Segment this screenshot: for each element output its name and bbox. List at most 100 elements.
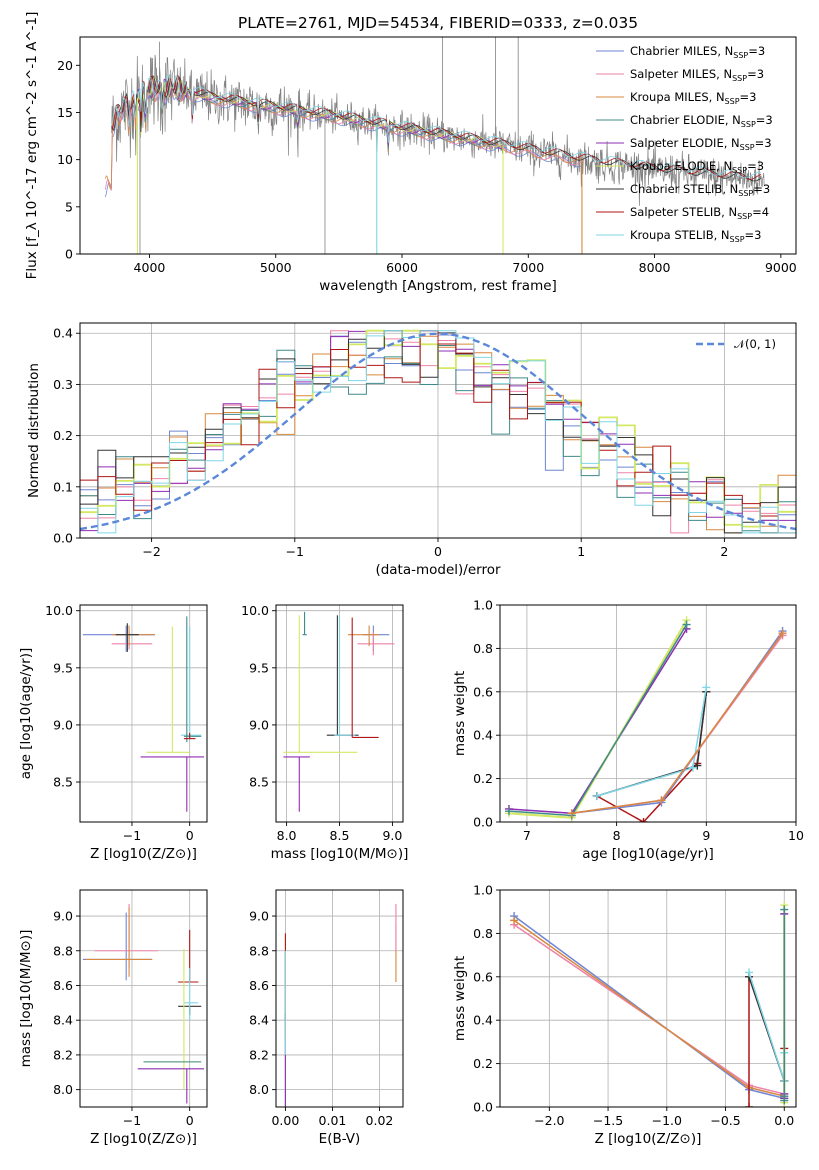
model-spectrum-line [111,75,762,180]
x-axis-label: mass [log10(M/M⊙)] [271,846,409,862]
model-spectrum-line [136,77,503,147]
mass-weight-line [748,972,786,1082]
x-tick-label: −0.5 [710,1113,740,1128]
y-tick-label: 0.0 [473,815,493,830]
axes-frame [79,889,208,1108]
y-tick-label: 0.4 [473,1013,493,1028]
x-axis-label: Z [log10(Z/Z⊙)] [90,846,197,862]
y-tick-label: 8.2 [249,1047,269,1062]
mass-vs-ebv-panel: 0.00 0.01 0.02 8.0 8.2 8.4 8.6 8.8 9.0 E(B-V) [249,889,404,1147]
mass-weight-marker [592,791,601,800]
x-axis-label: wavelength [Angstrom, rest frame] [319,278,557,294]
y-tick-label: 0.8 [473,926,493,941]
model-spectrum-line [104,82,583,198]
legend-label: Salpeter STELIB, NSSP=4 [630,205,769,221]
y-tick-label: 0.4 [473,728,493,743]
legend-count: =3 [755,136,772,150]
y-tick-label: 9.5 [53,660,73,675]
plot-area [504,616,787,822]
y-tick-label: 0.6 [473,969,493,984]
y-tick-label: 8.5 [249,775,269,790]
y-axis-label: mass weight [452,671,468,756]
x-tick-label: 8.5 [330,828,350,843]
x-tick-label: 0 [434,544,442,559]
plot-area [283,611,395,812]
axes-frame [79,322,797,539]
x-tick-label: 0.01 [319,1113,347,1128]
y-tick-label: 5 [65,199,73,214]
y-tick-label: 8.6 [53,978,73,993]
x-tick-label: 5000 [260,260,292,275]
legend-count: =3 [747,159,764,173]
x-tick-label: −2.0 [534,1113,564,1128]
legend-count: =3 [748,44,765,58]
legend-subscript: SSP [725,97,740,106]
legend-subscript: SSP [730,235,745,244]
legend-label: Kroupa MILES, NSSP=3 [630,90,756,106]
legend-label: Kroupa STELIB, NSSP=3 [630,228,761,244]
y-tick-label: 10 [57,152,73,167]
mass-weight-line [508,628,688,815]
y-tick-label: 15 [57,105,73,120]
mass-weight-marker [504,807,513,816]
mass-weight-marker [778,629,787,638]
axes-frame [499,889,797,1108]
x-tick-label: 6000 [386,260,418,275]
axes-frame [499,604,797,823]
x-tick-label: 0.02 [366,1113,394,1128]
legend-subscript: SSP [733,51,748,60]
mass-weight-marker [639,818,648,822]
plot-area [284,903,397,1107]
y-tick-label: 1.0 [473,883,493,898]
mass-weight-line [513,915,785,1100]
legend-subscript: SSP [732,166,747,175]
y-axis-label: mass [log10(M/M⊙)] [18,930,34,1068]
y-tick-label: 0.2 [473,771,493,786]
y-tick-label: 8.0 [53,1082,73,1097]
legend-label: Salpeter MILES, NSSP=3 [630,67,764,83]
model-spectrum-line [136,78,503,151]
x-tick-label: −1 [286,544,304,559]
x-axis-label: (data-model)/error [375,562,501,578]
axes-frame [79,604,208,823]
x-tick-label: 2 [720,544,728,559]
mass-weight-marker [688,763,697,772]
y-axis-label: Normed distribution [26,363,42,498]
y-tick-label: 0.0 [53,531,73,546]
legend-label: Chabrier MILES, NSSP=3 [630,44,765,60]
legend-count: =3 [745,228,762,242]
x-tick-label: 7000 [512,260,544,275]
mass-weight-line [748,976,786,1107]
y-tick-label: 8.2 [53,1047,73,1062]
legend-subscript: SSP [738,189,753,198]
mass-vs-metallicity-panel: −1 0 8.0 8.2 8.4 8.6 8.8 9.0 Z [log10(Z/Z⊙)] mass… [18,889,208,1147]
y-tick-label: 0.3 [53,377,73,392]
y-tick-label: 8.4 [249,1013,269,1028]
legend-count: =4 [752,205,769,219]
x-tick-label: 9 [702,828,710,843]
y-axis-label: mass weight [452,956,468,1041]
legend-subscript: SSP [737,212,752,221]
x-axis-label: age [log10(age/yr)] [582,846,714,862]
mass-weight-vs-metallicity-panel: −2.0 −1.5 −1.0 −0.5 0.0 0.0 0.2 0.4 0.6 0.8 1.0 Z [… [452,883,797,1147]
y-tick-label: 8.5 [53,775,73,790]
residual-histogram-step [80,330,796,534]
x-axis-label: Z [log10(Z/Z⊙)] [90,1131,197,1147]
x-tick-label: −1 [123,1113,141,1128]
axes-frame [275,889,404,1108]
y-tick-label: 0.2 [473,1056,493,1071]
plot-area [104,37,765,254]
model-spectrum-line [111,74,762,179]
y-tick-label: 9.5 [249,660,269,675]
spectrum-panel: 4000 5000 6000 7000 8000 9000 0 5 10 15 20 waveleng… [24,12,797,294]
age-vs-metallicity-panel: −1 0 8.5 9.0 9.5 10.0 Z [log10(Z/Z⊙)] age [log1… [18,603,208,862]
mass-weight-line [508,624,688,817]
x-tick-label: 10 [788,828,804,843]
mass-weight-line [571,634,784,815]
x-axis-label: E(B-V) [319,1131,361,1147]
x-tick-label: 8.0 [277,828,297,843]
x-tick-label: −1 [123,828,141,843]
y-tick-label: 10.0 [45,603,73,618]
plot-area [82,903,205,1104]
